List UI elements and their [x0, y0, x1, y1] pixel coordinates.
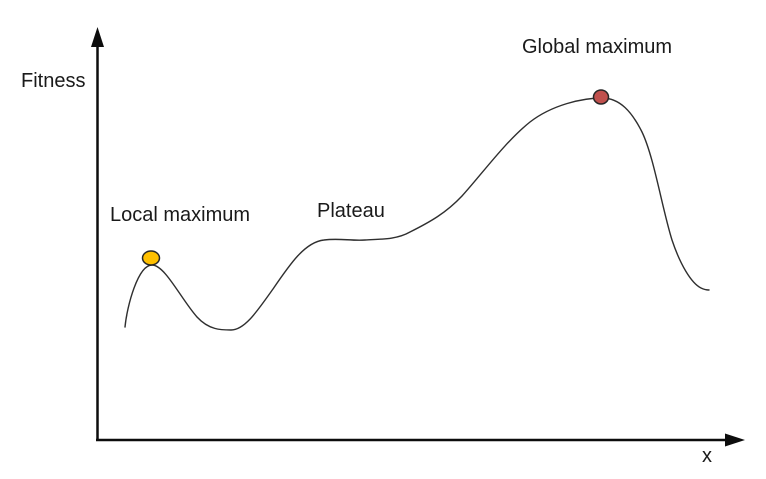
global-maximum-label: Global maximum — [522, 36, 673, 58]
global-maximum-marker — [592, 89, 610, 105]
x-axis-arrowhead-icon — [725, 433, 745, 447]
x-axis-label: x — [702, 445, 712, 467]
y-axis-label: Fitness — [21, 70, 86, 92]
y-axis-arrowhead-icon — [91, 27, 104, 47]
local-maximum-label: Local maximum — [110, 204, 251, 226]
local-maximum-marker — [141, 250, 161, 266]
fitness-curve — [124, 97, 710, 331]
plateau-label: Plateau — [317, 200, 385, 222]
